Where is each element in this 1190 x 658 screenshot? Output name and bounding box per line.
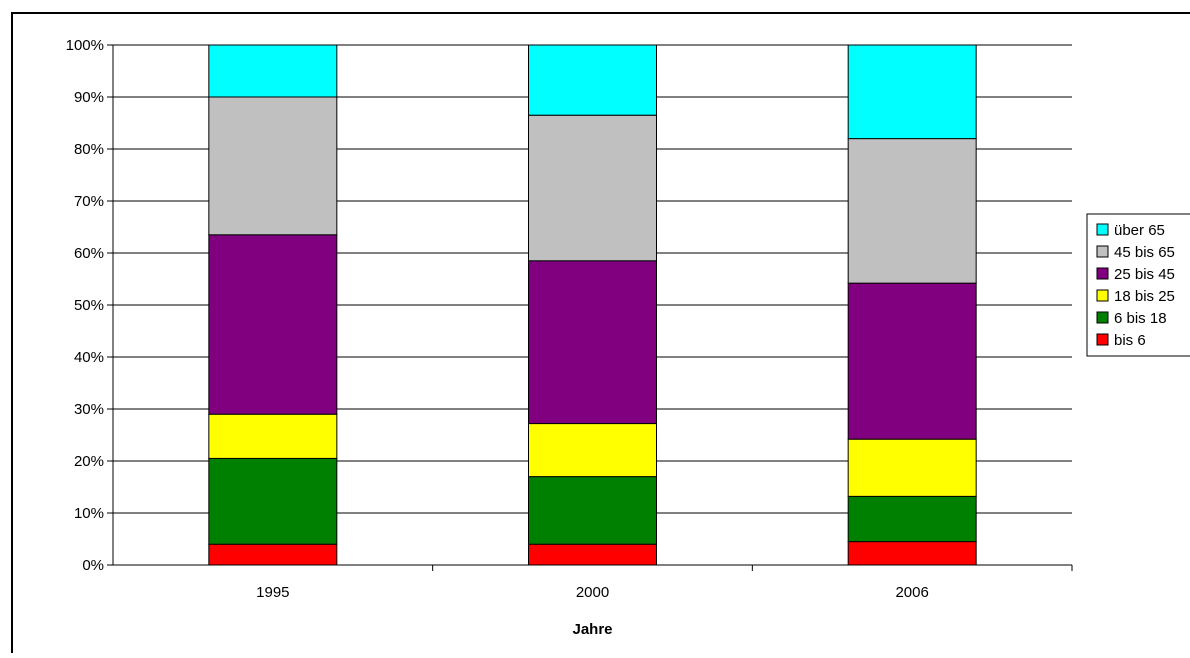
- y-tick-label: 40%: [74, 349, 104, 366]
- bar-segment: [528, 423, 657, 478]
- bar-segment: [847, 495, 977, 543]
- bar-segment: [528, 543, 657, 566]
- bar-segment: [528, 44, 657, 116]
- bar-segment: [847, 138, 977, 284]
- bar-segment: [847, 44, 977, 140]
- bar-segment: [208, 457, 338, 545]
- y-tick-label: 100%: [66, 37, 104, 54]
- x-tick-label: 1995: [256, 584, 289, 601]
- legend-swatch: [1096, 245, 1109, 258]
- x-tick-label: 2000: [576, 584, 609, 601]
- bar-segment: [208, 234, 338, 415]
- x-tick-label: 2006: [895, 584, 928, 601]
- legend: über 65 45 bis 65 25 bis 45 18 bis 25 6 bis …: [1086, 213, 1190, 357]
- y-tick-label: 80%: [74, 141, 104, 158]
- legend-label: bis 6: [1114, 332, 1146, 349]
- bar-segment: [528, 260, 657, 425]
- y-tick-label: 0%: [82, 557, 104, 574]
- legend-swatch: [1096, 333, 1109, 346]
- legend-label: 45 bis 65: [1114, 244, 1175, 261]
- x-axis-title: Jahre: [572, 621, 612, 638]
- y-tick-label: 30%: [74, 401, 104, 418]
- axes: 0% 10% 20% 30% 40% 50% 60% 70% 80% 90% 100% 1995 200…: [66, 37, 1073, 638]
- bar-segment: [847, 282, 977, 440]
- legend-swatch: [1096, 289, 1109, 302]
- y-tick-label: 70%: [74, 193, 104, 210]
- legend-swatch: [1096, 311, 1109, 324]
- y-tick-label: 20%: [74, 453, 104, 470]
- bar-segment: [847, 438, 977, 497]
- legend-label: 18 bis 25: [1114, 288, 1175, 305]
- bar-segment: [528, 476, 657, 545]
- legend-label: 6 bis 18: [1114, 310, 1167, 327]
- legend-swatch: [1096, 267, 1109, 280]
- y-tick-label: 50%: [74, 297, 104, 314]
- bar-segment: [208, 413, 338, 459]
- y-tick-label: 90%: [74, 89, 104, 106]
- bars: [208, 44, 977, 566]
- y-tick-label: 10%: [74, 505, 104, 522]
- legend-box: [1086, 213, 1190, 357]
- y-tick-label: 60%: [74, 245, 104, 262]
- bar-segment: [208, 543, 338, 566]
- legend-swatch: [1096, 223, 1109, 236]
- bar-segment: [847, 541, 977, 566]
- legend-label: über 65: [1114, 222, 1165, 239]
- bar-segment: [208, 44, 338, 98]
- bar-segment: [528, 114, 657, 262]
- legend-label: 25 bis 45: [1114, 266, 1175, 283]
- bar-segment: [208, 96, 338, 236]
